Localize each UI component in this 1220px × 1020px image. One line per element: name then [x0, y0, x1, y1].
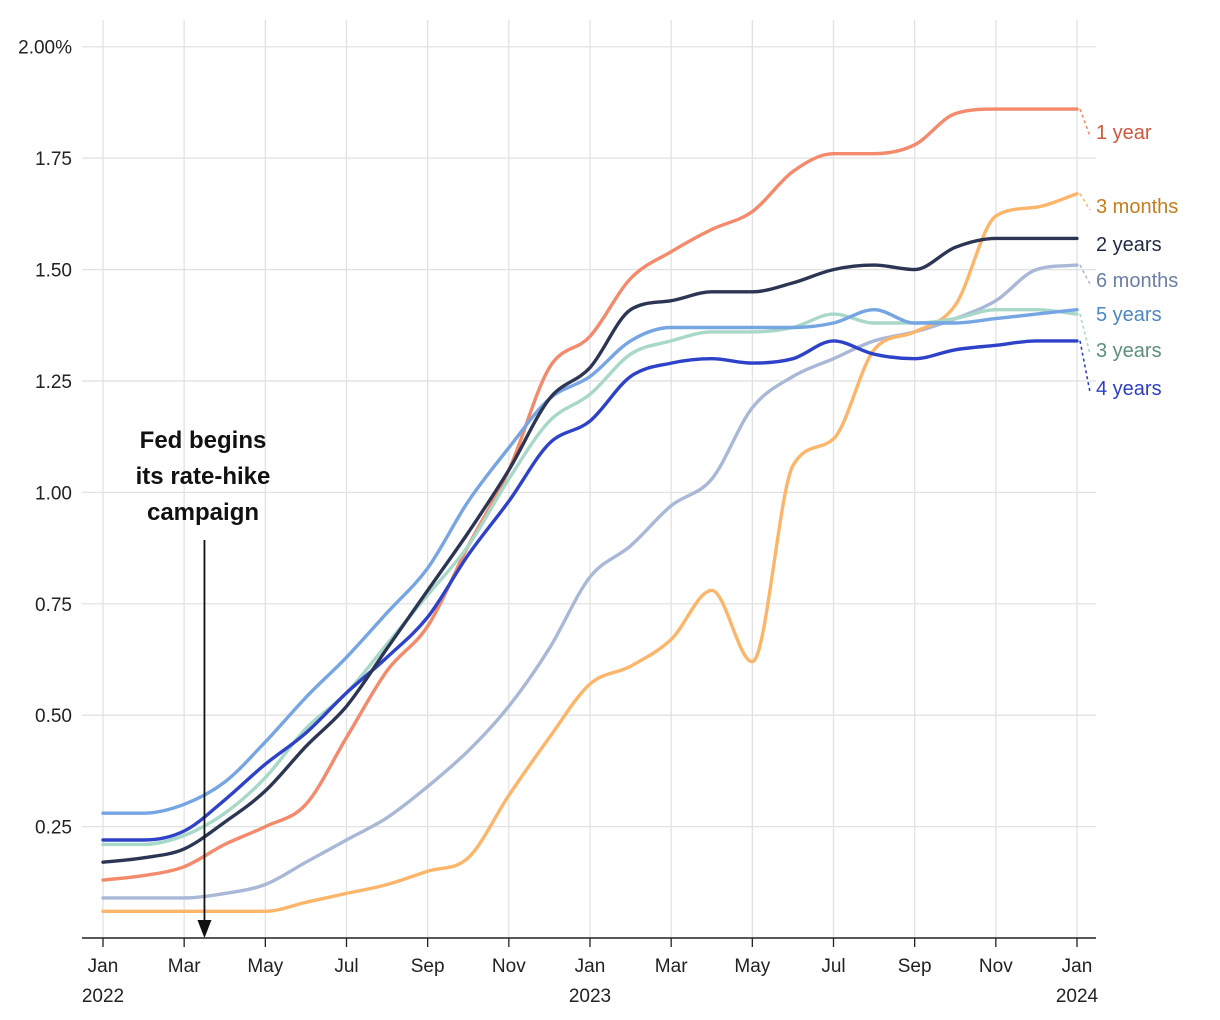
- leader-line-4-years: [1079, 340, 1091, 393]
- series-line-4-years: [101, 339, 1079, 842]
- x-tick-label: Jan: [1062, 956, 1093, 977]
- leader-line-3-months: [1079, 193, 1091, 211]
- series-line-3-months: [101, 192, 1079, 913]
- series-label-3-years: 3 years: [1096, 340, 1162, 362]
- y-tick-label: 0.50: [35, 706, 72, 727]
- series-line-5-years: [101, 308, 1079, 815]
- x-tick-label: Sep: [898, 956, 932, 977]
- y-tick-label: 0.75: [35, 595, 72, 616]
- x-tick-label: Jul: [821, 956, 845, 977]
- leader-line-6-months: [1079, 264, 1091, 285]
- annotation-line-3: campaign: [147, 499, 259, 526]
- y-tick-label: 0.25: [35, 818, 72, 839]
- x-tick-label: Jan: [575, 956, 606, 977]
- x-tick-label: Jul: [334, 956, 358, 977]
- x-tick-label: Nov: [492, 956, 526, 977]
- annotation-line-1: Fed begins: [140, 427, 267, 454]
- series-label-5-years: 5 years: [1096, 304, 1162, 326]
- x-tick-year-label: 2024: [1056, 986, 1099, 1007]
- series-line-1-year: [101, 107, 1079, 882]
- series-label-6-months: 6 months: [1096, 270, 1178, 292]
- series-line-2-years: [101, 236, 1079, 864]
- annotation-line-2: its rate-hike: [136, 463, 271, 490]
- annotation-arrowhead: [197, 920, 212, 938]
- series-label-3-months: 3 months: [1096, 196, 1178, 218]
- x-tick-year-label: 2022: [82, 986, 124, 1007]
- y-tick-label: 1.50: [35, 261, 72, 282]
- x-tick-label: Sep: [411, 956, 445, 977]
- series-label-1-year: 1 year: [1096, 122, 1152, 144]
- y-tick-label: 2.00%: [18, 38, 72, 59]
- x-tick-label: Mar: [655, 956, 688, 977]
- x-tick-label: Mar: [168, 956, 201, 977]
- y-tick-label: 1.25: [35, 372, 72, 393]
- x-tick-label: May: [734, 956, 770, 977]
- leader-line-1-year: [1079, 108, 1091, 137]
- x-tick-label: Jan: [88, 956, 119, 977]
- axes: 0.25 0.50 0.75 1.00 1.25 1.50 1.75 2.00% Jan 2022…: [18, 38, 1098, 1007]
- series-lines: [101, 107, 1079, 913]
- y-tick-label: 1.00: [35, 483, 72, 504]
- series-labels: 1 year 3 months 2 years 6 months 5 years 3 ye…: [1079, 108, 1178, 400]
- series-label-4-years: 4 years: [1096, 378, 1162, 400]
- x-tick-label: Nov: [979, 956, 1013, 977]
- x-tick-year-label: 2023: [569, 986, 611, 1007]
- x-tick-label: May: [247, 956, 283, 977]
- series-label-2-years: 2 years: [1096, 234, 1162, 256]
- y-tick-label: 1.75: [35, 149, 72, 170]
- leader-line-3-years: [1079, 313, 1091, 355]
- fed-annotation: Fed begins its rate-hike campaign: [136, 427, 271, 938]
